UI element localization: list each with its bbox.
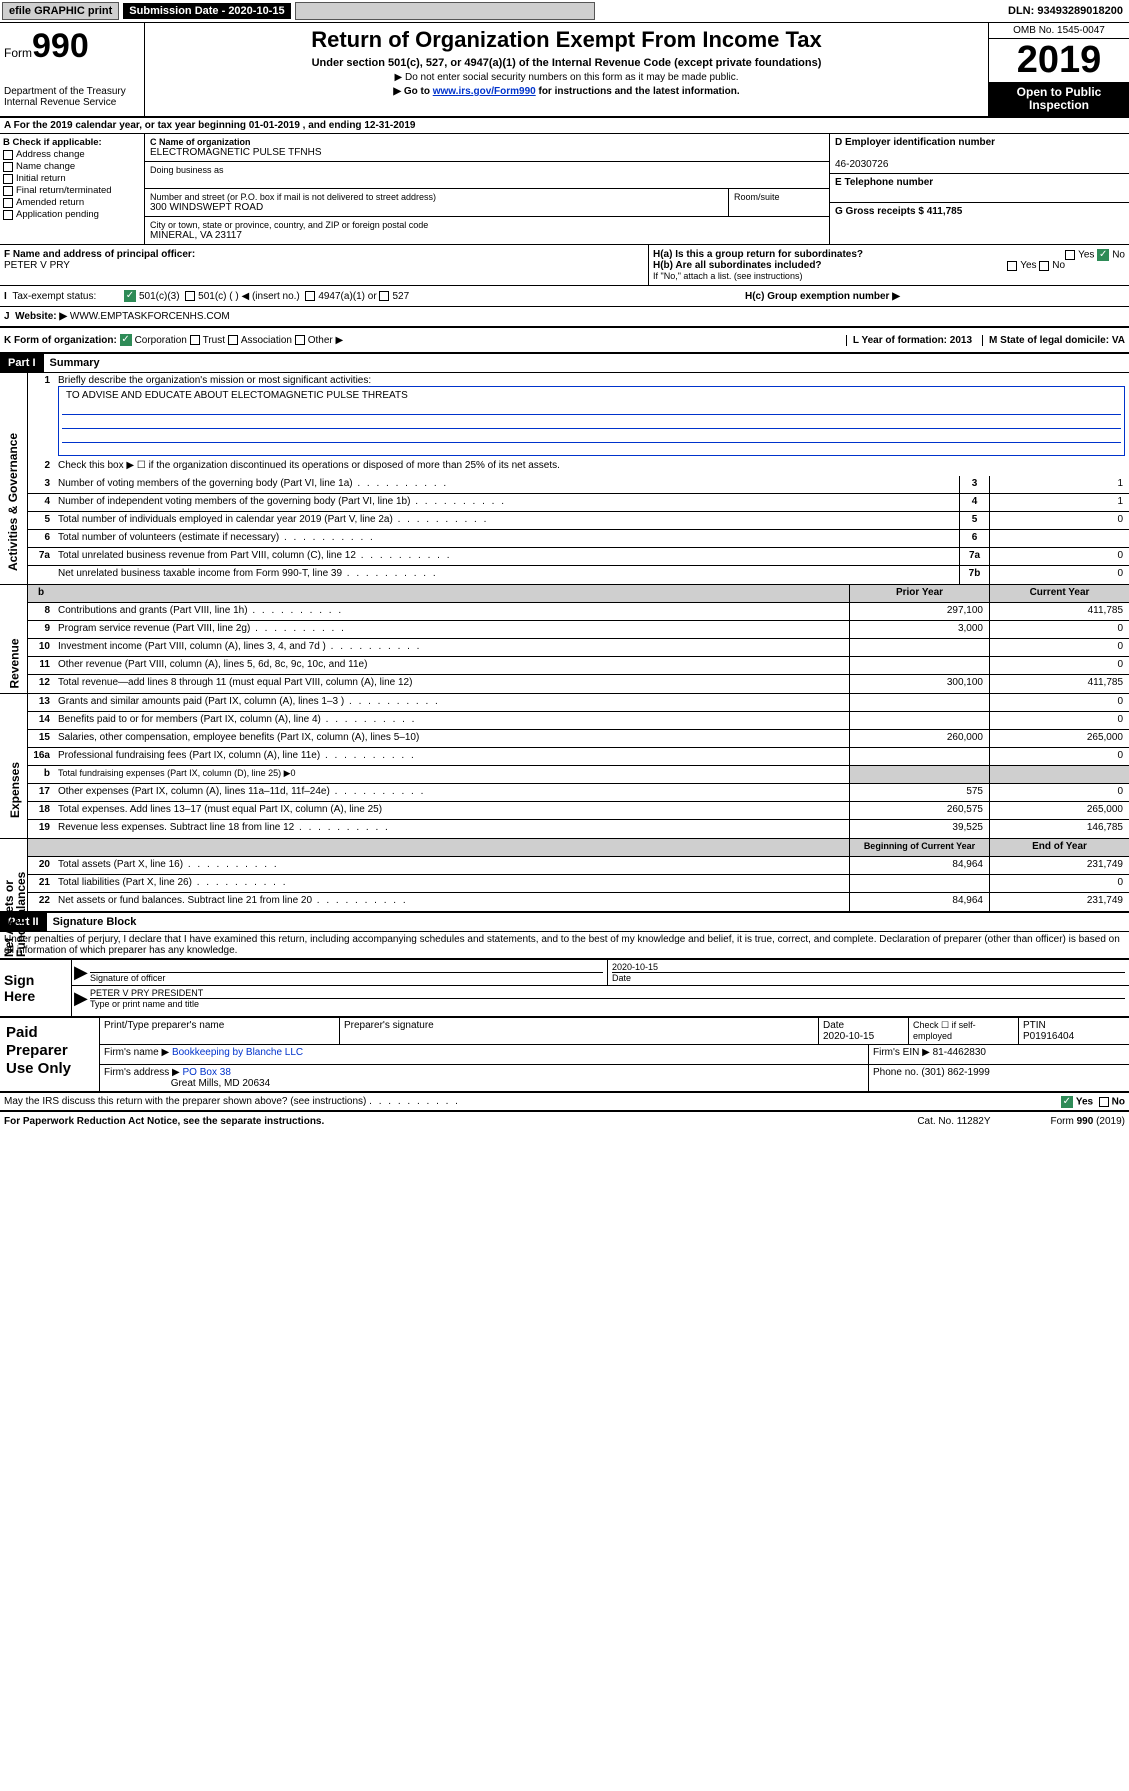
website-label: Website: ▶ (15, 311, 67, 322)
omb-number: OMB No. 1545-0047 (989, 23, 1129, 39)
type-name-label: Type or print name and title (90, 998, 1125, 1009)
line18: Total expenses. Add lines 13–17 (must eq… (54, 802, 849, 819)
prior-year-hdr: Prior Year (849, 585, 989, 602)
form-org-label: K Form of organization: (4, 335, 117, 346)
firm-phone: Phone no. (301) 862-1999 (869, 1065, 1129, 1091)
line13: Grants and similar amounts paid (Part IX… (54, 694, 849, 711)
officer-box: F Name and address of principal officer:… (0, 245, 649, 285)
preparer-sig-hdr: Preparer's signature (340, 1018, 819, 1044)
line16a: Professional fundraising fees (Part IX, … (54, 748, 849, 765)
org-name-label: C Name of organization (150, 137, 824, 147)
line20: Total assets (Part X, line 16) (54, 857, 849, 874)
firm-address: Firm's address ▶ PO Box 38 Great Mills, … (100, 1065, 869, 1091)
form-number: 990 (32, 27, 89, 66)
line11: Other revenue (Part VIII, column (A), li… (54, 657, 849, 674)
gross-receipts: G Gross receipts $ 411,785 (830, 203, 1129, 220)
end-year-hdr: End of Year (989, 839, 1129, 856)
line14: Benefits paid to or for members (Part IX… (54, 712, 849, 729)
line2: Check this box ▶ ☐ if the organization d… (54, 458, 1129, 476)
form-word: Form (4, 46, 32, 60)
line4: Number of independent voting members of … (54, 494, 959, 511)
group-return-box: H(a) Is this a group return for subordin… (649, 245, 1129, 285)
form-title: Return of Organization Exempt From Incom… (149, 27, 984, 53)
tax-year-row: A For the 2019 calendar year, or tax yea… (0, 118, 1129, 134)
open-public-badge: Open to Public Inspection (989, 82, 1129, 116)
tax-exempt-label: Tax-exempt status: (12, 291, 96, 302)
paid-preparer-label: Paid Preparer Use Only (0, 1018, 100, 1091)
cat-number: Cat. No. 11282Y (917, 1116, 990, 1127)
check-501c3: ✓ (124, 290, 136, 302)
city-label: City or town, state or province, country… (150, 220, 824, 230)
line16b: Total fundraising expenses (Part IX, col… (54, 766, 849, 783)
part1-header: Part I (0, 354, 44, 372)
line9: Program service revenue (Part VIII, line… (54, 621, 849, 638)
self-employed-check: Check ☐ if self-employed (909, 1018, 1019, 1044)
note-ssn: ▶ Do not enter social security numbers o… (149, 72, 984, 83)
line12: Total revenue—add lines 8 through 11 (mu… (54, 675, 849, 693)
form-footer: Form 990 (2019) (1051, 1116, 1125, 1127)
line7b: Net unrelated business taxable income fr… (54, 566, 959, 584)
mission-box: TO ADVISE AND EDUCATE ABOUT ELECTOMAGNET… (58, 386, 1125, 456)
part2-title: Signature Block (47, 913, 143, 931)
pra-notice: For Paperwork Reduction Act Notice, see … (4, 1116, 324, 1127)
phone-box: E Telephone number (830, 174, 1129, 203)
line10: Investment income (Part VIII, column (A)… (54, 639, 849, 656)
note-link: ▶ Go to www.irs.gov/Form990 for instruct… (149, 86, 984, 97)
line15: Salaries, other compensation, employee b… (54, 730, 849, 747)
line1-label: Briefly describe the organization's miss… (58, 375, 371, 386)
street-address: 300 WINDSWEPT ROAD (150, 202, 723, 213)
org-name: ELECTROMAGNETIC PULSE TFNHS (150, 147, 824, 158)
irs-link[interactable]: www.irs.gov/Form990 (433, 86, 536, 97)
current-year-hdr: Current Year (989, 585, 1129, 602)
year-formation: L Year of formation: 2013 (846, 335, 972, 346)
line17: Other expenses (Part IX, column (A), lin… (54, 784, 849, 801)
group-exemption: H(c) Group exemption number ▶ (745, 291, 1125, 302)
preparer-name-hdr: Print/Type preparer's name (100, 1018, 340, 1044)
line19: Revenue less expenses. Subtract line 18 … (54, 820, 849, 838)
dba-label: Doing business as (150, 165, 824, 175)
discuss-row: May the IRS discuss this return with the… (0, 1093, 1129, 1112)
ptin-box: PTINP01916404 (1019, 1018, 1129, 1044)
city-value: MINERAL, VA 23117 (150, 230, 824, 241)
line5: Total number of individuals employed in … (54, 512, 959, 529)
line21: Total liabilities (Part X, line 26) (54, 875, 849, 892)
vtab-activities: Activities & Governance (0, 373, 28, 584)
sig-date-label: Date (612, 972, 1125, 983)
part1-title: Summary (44, 354, 106, 372)
blank-button (295, 2, 595, 20)
vtab-netassets: Net Assets or Fund Balances (0, 839, 28, 911)
efile-button[interactable]: efile GRAPHIC print (2, 2, 119, 20)
sign-here-label: Sign Here (0, 960, 72, 1016)
line8: Contributions and grants (Part VIII, lin… (54, 603, 849, 620)
line7a: Total unrelated business revenue from Pa… (54, 548, 959, 565)
form-subtitle: Under section 501(c), 527, or 4947(a)(1)… (149, 57, 984, 69)
line6: Total number of volunteers (estimate if … (54, 530, 959, 547)
line22: Net assets or fund balances. Subtract li… (54, 893, 849, 911)
vtab-revenue: Revenue (0, 585, 28, 693)
submission-date-label: Submission Date - 2020-10-15 (123, 3, 290, 19)
penalty-statement: Under penalties of perjury, I declare th… (0, 932, 1129, 958)
dept-label: Department of the Treasury Internal Reve… (4, 86, 140, 108)
tax-year: 2019 (989, 39, 1129, 82)
addr-label: Number and street (or P.O. box if mail i… (150, 192, 723, 202)
sig-officer-label: Signature of officer (90, 972, 603, 983)
ein-box: D Employer identification number46-20307… (830, 134, 1129, 174)
preparer-date: Date2020-10-15 (819, 1018, 909, 1044)
beg-year-hdr: Beginning of Current Year (849, 839, 989, 856)
firm-name: Firm's name ▶ Bookkeeping by Blanche LLC (100, 1045, 869, 1064)
officer-name: PETER V PRY PRESIDENT (90, 988, 203, 998)
website-value: WWW.EMPTASKFORCENHS.COM (70, 311, 230, 322)
state-domicile: M State of legal domicile: VA (982, 335, 1125, 346)
section-b: B Check if applicable: Address change Na… (0, 134, 145, 244)
room-label: Room/suite (734, 192, 824, 202)
line3: Number of voting members of the governin… (54, 476, 959, 493)
firm-ein: Firm's EIN ▶ 81-4462830 (869, 1045, 1129, 1064)
dln-label: DLN: 93493289018200 (1008, 5, 1127, 17)
